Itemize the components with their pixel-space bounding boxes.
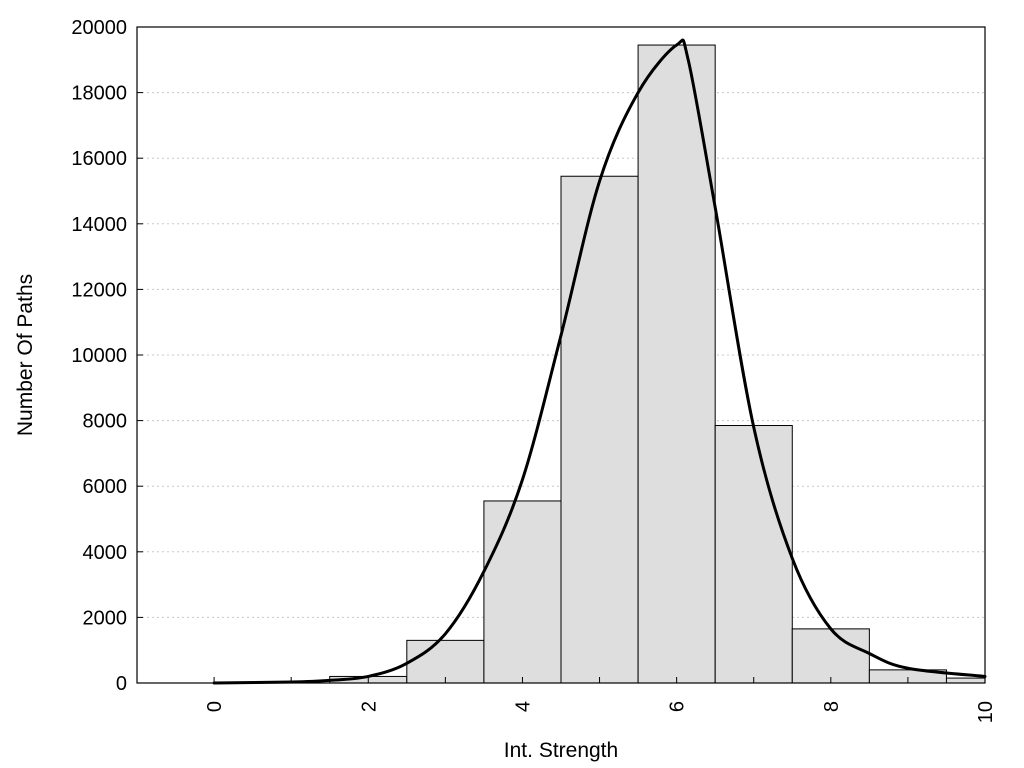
y-tick-label: 2000 <box>83 607 128 629</box>
y-axis-title: Number Of Paths <box>14 274 37 436</box>
x-tick-label: 0 <box>204 701 226 712</box>
histogram-bar <box>483 500 562 684</box>
x-tick-label: 8 <box>821 701 843 712</box>
histogram-bar <box>406 639 485 684</box>
y-tick-label: 20000 <box>71 17 127 39</box>
x-tick-label: 2 <box>358 701 380 712</box>
density-curve-group <box>212 38 987 685</box>
x-tick-label: 4 <box>512 701 534 712</box>
y-tick-label: 0 <box>116 673 127 695</box>
x-axis-ticks: 0 2 4 6 8 10 <box>204 677 997 723</box>
density-curve <box>212 38 987 685</box>
histogram-bar <box>714 425 793 684</box>
x-axis-title: Int. Strength <box>504 739 618 762</box>
y-tick-label: 14000 <box>71 214 127 236</box>
y-tick-label: 18000 <box>71 83 127 105</box>
y-tick-label: 10000 <box>71 345 127 367</box>
x-tick-label: 6 <box>667 701 689 712</box>
x-tick-label: 10 <box>975 701 997 723</box>
bars <box>329 44 986 684</box>
y-axis-ticks: 0 2000 4000 6000 8000 10000 12000 14000 16000 180… <box>71 17 143 695</box>
y-tick-label: 16000 <box>71 148 127 170</box>
y-tick-label: 6000 <box>83 476 128 498</box>
y-tick-label: 8000 <box>83 411 128 433</box>
histogram-bar <box>791 628 870 684</box>
y-tick-label: 12000 <box>71 279 127 301</box>
histogram-bar <box>560 175 639 684</box>
histogram-bar <box>637 44 716 684</box>
grid <box>137 92 985 618</box>
y-tick-label: 4000 <box>83 542 128 564</box>
histogram-bar <box>945 677 986 684</box>
